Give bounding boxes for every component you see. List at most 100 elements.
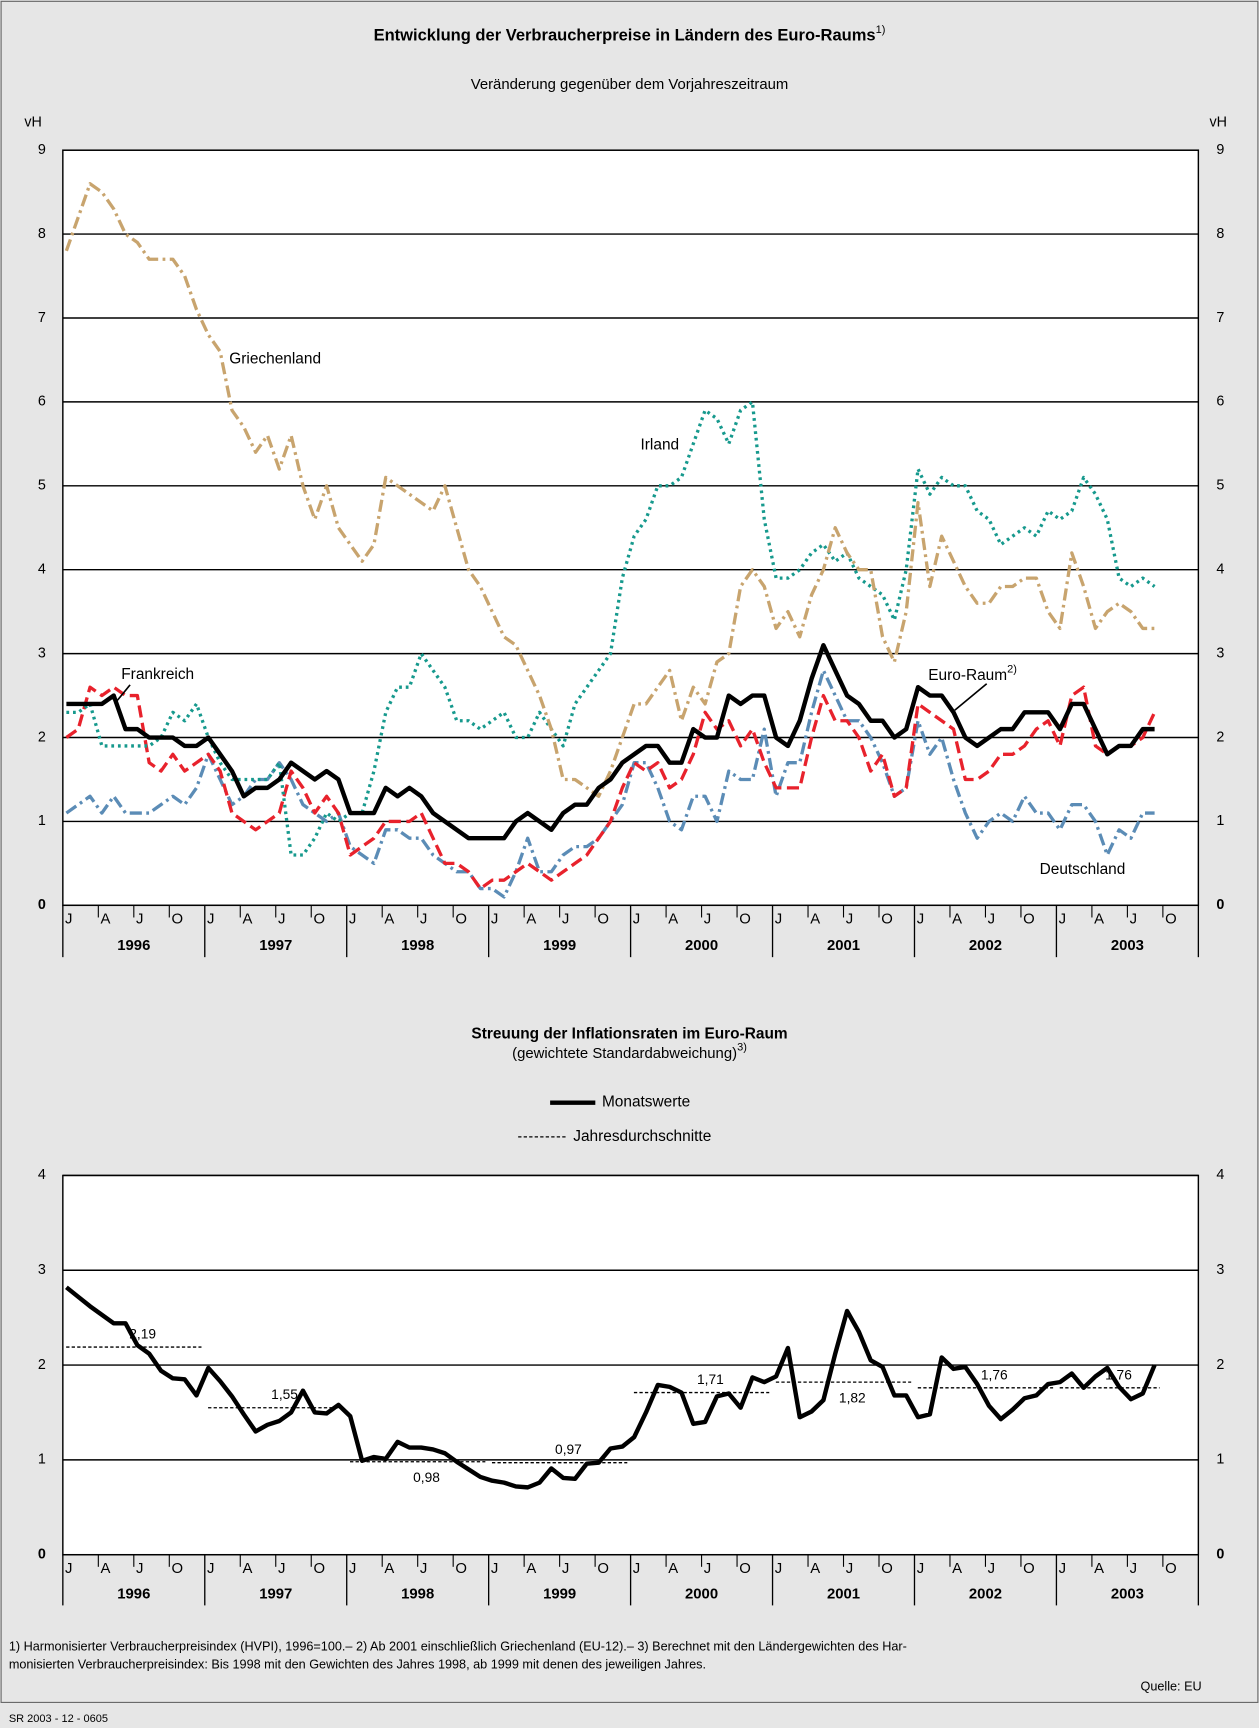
x-tick-label: J [491, 1561, 498, 1577]
title-note: 1) [876, 24, 886, 36]
x-group-label: 2003 [1111, 938, 1144, 954]
plot-area [62, 150, 1199, 906]
y-tick-label: 1 [38, 813, 46, 829]
x-tick-label: J [917, 1561, 924, 1577]
x-tick-label: A [952, 1561, 962, 1577]
x-tick-label: A [810, 1561, 820, 1577]
subtitle-note: 3) [737, 1041, 747, 1053]
y-tick-label: 6 [1216, 394, 1224, 410]
series-name: Irland [641, 437, 680, 454]
x-tick-label: J [633, 912, 640, 928]
y-tick-label: 0 [1216, 1546, 1224, 1562]
y-tick-label: 8 [38, 226, 46, 242]
x-tick-label: J [491, 912, 498, 928]
series-line [64, 182, 1155, 798]
series-label: Deutschland [1040, 861, 1126, 878]
y-tick-label: 4 [38, 561, 46, 577]
x-group-label: 1998 [401, 1586, 434, 1602]
x-tick-label: O [172, 1561, 184, 1577]
y-tick-label: 2 [1216, 729, 1224, 745]
x-group-label: 2002 [969, 938, 1002, 954]
x-tick-label: J [846, 1561, 853, 1577]
x-tick-label: A [810, 912, 820, 928]
y-axis-label: vH [24, 114, 42, 130]
chart-title: Streuung der Inflationsraten im Euro-Rau… [471, 1025, 787, 1042]
y-tick-label: 5 [38, 478, 46, 494]
x-tick-label: A [101, 1561, 111, 1577]
x-group-label: 2000 [685, 938, 718, 954]
x-tick-label: J [704, 912, 711, 928]
data-label: 1,76 [981, 1367, 1008, 1382]
data-label: 0,98 [413, 1470, 440, 1485]
chart-subtitle: (gewichtete Standardabweichung)3) [512, 1041, 747, 1062]
title-text: Entwicklung der Verbraucherpreise in Län… [374, 26, 876, 45]
x-tick-label: J [1130, 912, 1137, 928]
x-group-label: 1999 [543, 1586, 576, 1602]
x-tick-label: O [455, 1561, 467, 1577]
x-group-label: 2003 [1111, 1586, 1144, 1602]
subtitle-text: Veränderung gegenüber dem Vorjahreszeitr… [471, 77, 789, 93]
x-tick-label: A [668, 1561, 678, 1577]
y-tick-label: 3 [38, 645, 46, 661]
x-group-label: 2000 [685, 1586, 718, 1602]
legend-label: Monatswerte [602, 1094, 690, 1111]
x-group-label: 2002 [969, 1586, 1002, 1602]
x-tick-label: A [101, 912, 111, 928]
x-tick-label: J [349, 1561, 356, 1577]
subtitle-text: (gewichtete Standardabweichung) [512, 1046, 737, 1062]
chart-subtitle: Veränderung gegenüber dem Vorjahreszeitr… [471, 77, 789, 93]
series-label: Irland [641, 437, 680, 454]
leader-line [114, 684, 131, 705]
y-tick-label: 2 [1216, 1357, 1224, 1373]
x-tick-label: A [526, 912, 536, 928]
x-tick-label: O [739, 912, 751, 928]
x-group-label: 1999 [543, 938, 576, 954]
data-label: 1,55 [271, 1387, 298, 1402]
x-tick-label: O [455, 912, 467, 928]
x-group-label: 1997 [259, 938, 292, 954]
series-name: Euro-Raum [928, 667, 1007, 684]
series-label: Griechenland [229, 351, 321, 368]
y-tick-label: 1 [1216, 813, 1224, 829]
x-group-label: 1996 [117, 938, 150, 954]
x-tick-label: J [420, 1561, 427, 1577]
x-tick-label: O [597, 912, 609, 928]
x-tick-label: O [1165, 1561, 1177, 1577]
x-tick-label: O [313, 912, 325, 928]
series-line [66, 643, 1155, 841]
x-tick-label: J [988, 912, 995, 928]
x-group-label: 1997 [259, 1586, 292, 1602]
series-name: Griechenland [229, 351, 321, 368]
y-tick-label: 4 [1216, 1167, 1224, 1183]
x-tick-label: J [278, 912, 285, 928]
x-group-label: 2001 [827, 938, 860, 954]
y-tick-label: 2 [38, 729, 46, 745]
x-tick-label: O [881, 912, 893, 928]
y-tick-label: 3 [1216, 645, 1224, 661]
y-tick-label: 7 [38, 310, 46, 326]
x-tick-label: J [988, 1561, 995, 1577]
code: SR 2003 - 12 - 0605 [9, 1713, 108, 1725]
y-axis-label: vH [1209, 114, 1227, 130]
x-tick-label: A [1094, 912, 1104, 928]
x-tick-label: O [313, 1561, 325, 1577]
x-tick-label: O [1023, 1561, 1035, 1577]
x-tick-label: J [775, 912, 782, 928]
x-tick-label: J [278, 1561, 285, 1577]
footnote: 1) Harmonisierter Verbraucherpreisindex … [9, 1640, 907, 1654]
x-group-label: 2001 [827, 1586, 860, 1602]
y-tick-label: 3 [38, 1262, 46, 1278]
x-tick-label: J [846, 912, 853, 928]
y-tick-label: 8 [1216, 226, 1224, 242]
data-label: 1,82 [839, 1390, 866, 1405]
series-name: Frankreich [121, 666, 194, 683]
x-tick-label: O [172, 912, 184, 928]
x-group-label: 1996 [117, 1586, 150, 1602]
y-tick-label: 0 [38, 897, 46, 913]
x-tick-label: A [952, 912, 962, 928]
y-tick-label: 0 [38, 1546, 46, 1562]
x-tick-label: O [881, 1561, 893, 1577]
source: Quelle: EU [1140, 1679, 1201, 1693]
